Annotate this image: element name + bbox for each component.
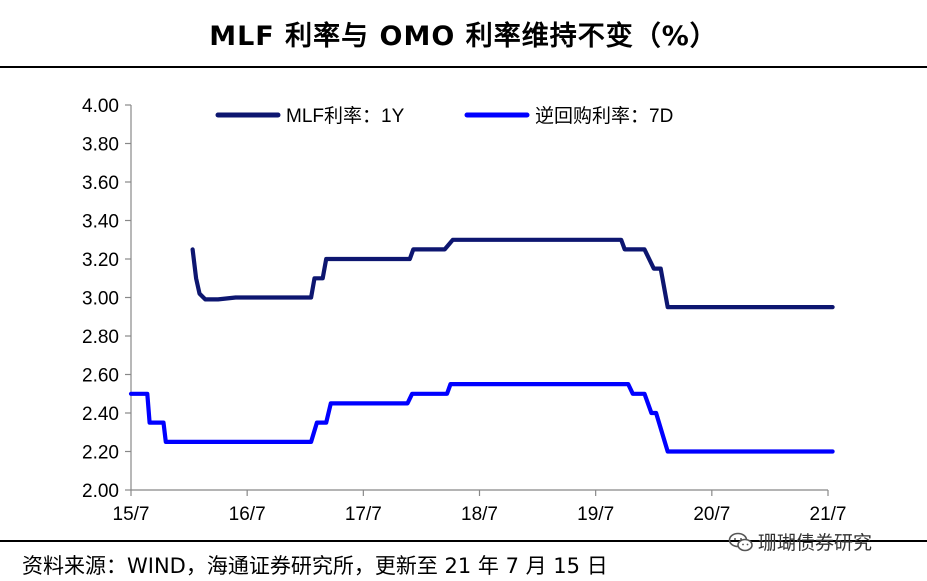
- x-tick-label: 18/7: [461, 504, 498, 525]
- x-tick-label: 19/7: [577, 504, 614, 525]
- x-tick-label: 21/7: [810, 504, 847, 525]
- title-divider: [0, 66, 927, 68]
- y-tick-label: 2.20: [82, 443, 119, 464]
- y-tick-label: 2.00: [82, 481, 119, 502]
- y-tick-label: 3.80: [82, 135, 119, 156]
- legend-label-omo: 逆回购利率：7D: [535, 105, 673, 127]
- omo-7d-rate-line: [128, 382, 835, 454]
- x-tick-label: 17/7: [345, 504, 382, 525]
- legend-label-mlf: MLF利率：1Y: [286, 105, 405, 127]
- y-tick-label: 3.40: [82, 212, 119, 233]
- footer-divider: [0, 540, 927, 542]
- watermark: 珊瑚债券研究: [728, 528, 872, 555]
- y-tick-label: 3.60: [82, 173, 119, 194]
- y-tick-label: 3.20: [82, 250, 119, 271]
- chart-axes: 2.00 2.20 2.40 2.60 2.80 3.00 3.20 3.40 3.60 3.80…: [82, 96, 846, 525]
- x-tick-label: 20/7: [693, 504, 730, 525]
- x-tick-label: 16/7: [229, 504, 266, 525]
- chart-plot-area: [128, 237, 835, 454]
- chart-legend: MLF利率：1Y 逆回购利率：7D: [215, 105, 673, 127]
- chart-title: MLF 利率与 OMO 利率维持不变（%）: [209, 20, 718, 52]
- y-tick-label: 4.00: [82, 96, 119, 117]
- y-tick-label: 2.80: [82, 327, 119, 348]
- watermark-text: 珊瑚债券研究: [758, 532, 873, 554]
- y-tick-label: 2.60: [82, 366, 119, 387]
- mlf-1y-rate-line: [190, 237, 835, 310]
- y-tick-label: 2.40: [82, 404, 119, 425]
- y-tick-label: 3.00: [82, 289, 119, 310]
- wechat-icon: [728, 532, 753, 551]
- source-note: 资料来源：WIND，海通证券研究所，更新至 21 年 7 月 15 日: [22, 554, 608, 578]
- x-tick-label: 15/7: [113, 504, 150, 525]
